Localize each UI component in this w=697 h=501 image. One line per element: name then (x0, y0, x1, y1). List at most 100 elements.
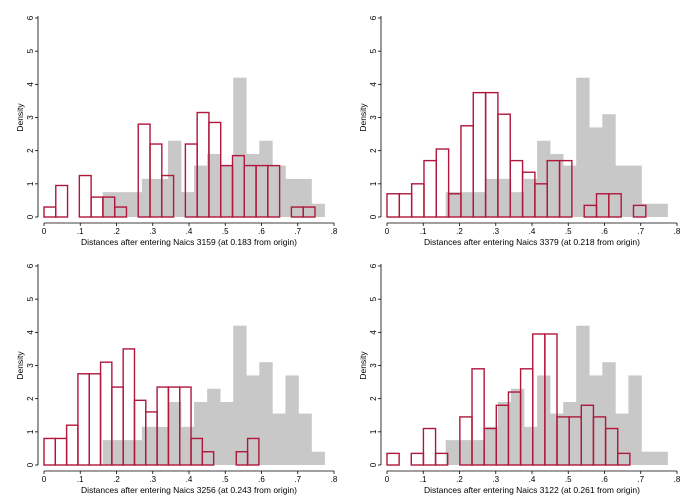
x-tick-label: .1 (420, 475, 427, 484)
chart-panel-4: 0 1 2 3 4 5 6 0 .1 .2 .3 .4 .5 .6 .7 .8 Distances after … (358, 263, 681, 495)
y-tick-label: 3 (26, 363, 35, 368)
highlight-bar (179, 386, 192, 466)
y-tick-label: 6 (26, 15, 35, 20)
background-bar (510, 388, 525, 465)
background-bar (510, 192, 525, 218)
background-bar (181, 192, 195, 218)
x-tick-label: .2 (113, 227, 120, 236)
y-tick-label: 6 (369, 263, 378, 268)
background-bar (615, 165, 629, 217)
x-tick-label: .1 (77, 227, 84, 236)
x-tick-label: 0 (42, 227, 47, 236)
highlight-bar (435, 148, 450, 218)
x-tick-label: .8 (674, 475, 681, 484)
chart-panel-3: 0 1 2 3 4 5 6 0 .1 .2 .3 .4 .5 .6 .7 .8 Distances after … (15, 263, 338, 495)
y-tick-label: 5 (369, 48, 378, 53)
y-tick-label: 4 (26, 330, 35, 335)
y-tick-label: 0 (369, 462, 378, 467)
y-tick-label: 6 (26, 263, 35, 268)
highlight-bar (55, 184, 69, 218)
x-tick-label: .3 (492, 227, 499, 236)
highlight-bar (201, 451, 215, 466)
x-tick-label: .6 (258, 475, 265, 484)
background-bar (311, 451, 325, 465)
background-bar (246, 375, 260, 465)
highlight-bar (604, 427, 619, 466)
background-bar (259, 362, 273, 465)
background-bar (641, 451, 655, 465)
background-bar (641, 203, 655, 217)
x-tick-label: .7 (294, 475, 301, 484)
y-axis-title: Density (15, 103, 25, 132)
background-bar (298, 413, 312, 465)
highlight-bar (544, 333, 558, 466)
background-bar (167, 401, 182, 465)
y-tick-label: 0 (26, 462, 35, 467)
y-tick-label: 1 (26, 181, 35, 186)
y-tick-label: 3 (369, 363, 378, 368)
x-tick-label: .4 (186, 227, 193, 236)
background-bar (141, 178, 156, 217)
y-tick-label: 1 (369, 429, 378, 434)
y-tick-label: 0 (26, 214, 35, 219)
x-tick-label: .8 (331, 475, 338, 484)
highlight-bar (386, 452, 400, 466)
x-tick-label: .3 (149, 475, 156, 484)
background-bar (115, 440, 130, 466)
x-tick-label: .2 (456, 227, 463, 236)
background-bar (285, 375, 299, 465)
x-tick-label: .3 (492, 475, 499, 484)
highlight-bar (434, 452, 449, 466)
highlight-bar (558, 159, 573, 218)
background-bar (471, 440, 486, 466)
x-tick-label: .1 (420, 227, 427, 236)
x-tick-label: .7 (637, 227, 644, 236)
background-bar (207, 388, 221, 465)
y-tick-label: 4 (369, 330, 378, 335)
background-bar (167, 140, 182, 217)
y-tick-label: 4 (26, 82, 35, 87)
x-tick-label: .2 (456, 475, 463, 484)
y-tick-label: 6 (369, 15, 378, 20)
background-bar (233, 325, 247, 465)
background-bar (602, 114, 616, 217)
highlight-bar (617, 452, 631, 466)
background-bar (181, 426, 195, 465)
background-bar (628, 165, 642, 217)
y-axis-title: Density (358, 103, 368, 132)
x-tick-label: .8 (674, 227, 681, 236)
background-bar (537, 140, 551, 217)
y-tick-label: 5 (26, 296, 35, 301)
highlight-bar (113, 206, 128, 218)
background-bar (576, 325, 590, 465)
x-tick-label: .6 (601, 475, 608, 484)
background-bar (615, 413, 629, 465)
x-tick-label: .4 (529, 475, 536, 484)
background-bar (563, 165, 577, 217)
x-tick-label: .8 (331, 227, 338, 236)
background-bar (654, 203, 668, 217)
chart-panel-2: 0 1 2 3 4 5 6 0 .1 .2 .3 .4 .5 .6 .7 .8 Distances after … (358, 15, 681, 247)
highlight-bar (422, 427, 437, 466)
x-tick-label: 0 (42, 475, 47, 484)
background-bar (311, 203, 325, 217)
highlight-bar (632, 204, 647, 218)
background-bar (102, 440, 117, 466)
y-axis-title: Density (15, 351, 25, 380)
background-bar (207, 153, 221, 217)
background-bar (458, 440, 473, 466)
highlight-bar (267, 164, 281, 218)
x-axis-title: Distances after entering Naics 3159 (at … (81, 237, 297, 247)
background-bar (194, 401, 208, 465)
y-tick-label: 3 (26, 115, 35, 120)
highlight-bar (302, 206, 316, 218)
x-axis-title: Distances after entering Naics 3256 (at … (81, 485, 297, 495)
background-bar (220, 165, 234, 217)
background-bar (550, 153, 564, 217)
background-bar (128, 192, 143, 218)
background-bar (194, 165, 208, 217)
highlight-bar (78, 174, 92, 218)
background-bar (589, 375, 603, 465)
x-tick-label: .6 (601, 227, 608, 236)
